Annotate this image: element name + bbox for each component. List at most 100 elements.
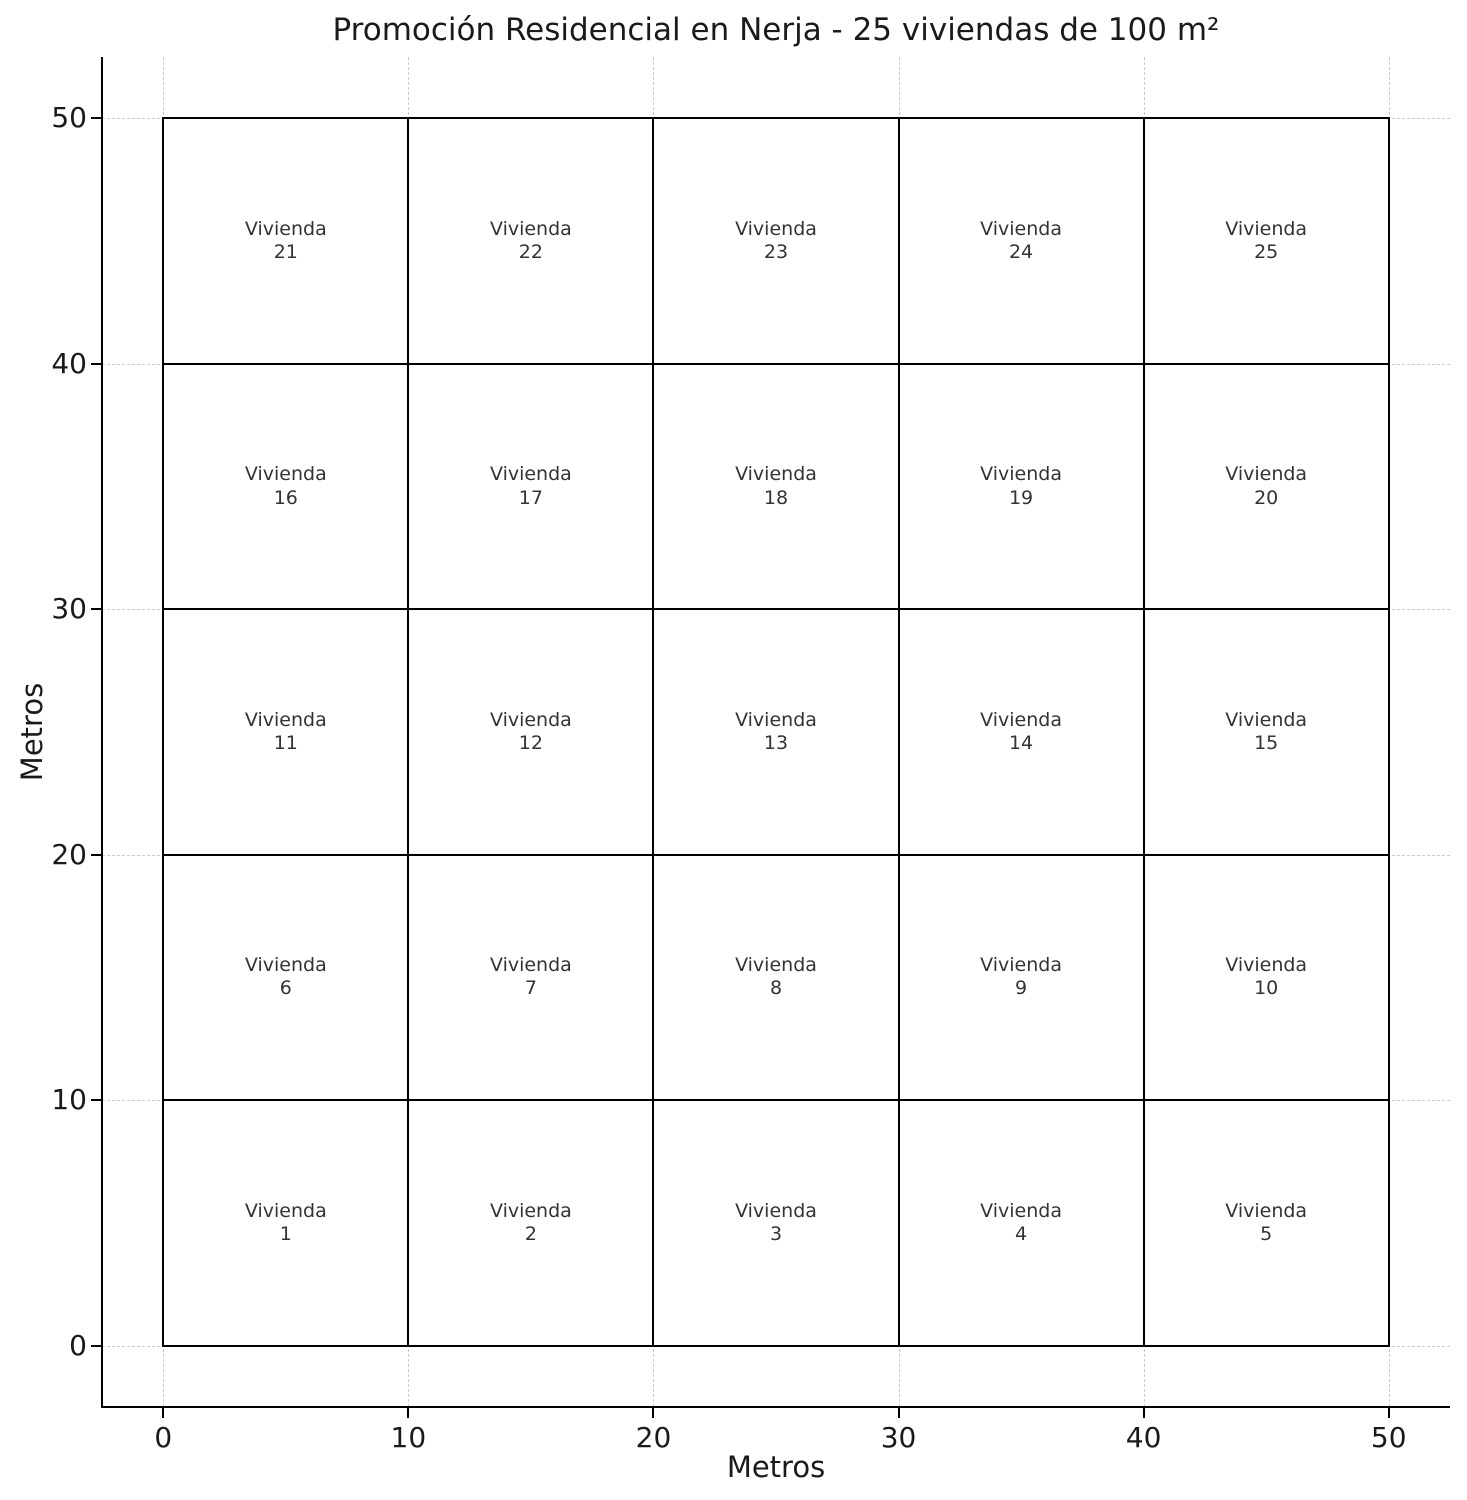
- vivienda-cell-number: 12: [518, 731, 543, 754]
- vivienda-cell-14: Vivienda 14: [897, 608, 1145, 856]
- y-tick-label: 10: [51, 1083, 87, 1117]
- vivienda-cell-label: Vivienda 20: [1225, 463, 1307, 509]
- vivienda-cell-label: Vivienda 6: [245, 954, 327, 1000]
- vivienda-cell-7: Vivienda 7: [407, 853, 655, 1102]
- vivienda-cell-name: Vivienda: [735, 463, 817, 486]
- vivienda-cell-name: Vivienda: [980, 1199, 1062, 1222]
- vivienda-cell-name: Vivienda: [244, 1199, 327, 1222]
- y-tick: [91, 1099, 101, 1102]
- vivienda-cell-number: 18: [763, 486, 789, 509]
- y-tick-label: 50: [51, 101, 87, 135]
- y-tick: [91, 117, 101, 120]
- vivienda-cell-label: Vivienda 25: [1225, 218, 1307, 264]
- vivienda-cell-label: Vivienda 15: [1225, 709, 1307, 755]
- y-axis-label: Metros: [15, 682, 49, 782]
- vivienda-cell-2: Vivienda 2: [407, 1099, 655, 1347]
- vivienda-cell-name: Vivienda: [489, 217, 572, 240]
- vivienda-cell-6: Vivienda 6: [162, 853, 410, 1102]
- vivienda-cell-label: Vivienda 1: [245, 1200, 327, 1246]
- x-tick: [897, 1408, 900, 1418]
- vivienda-cell-number: 5: [1260, 1222, 1273, 1245]
- vivienda-cell-name: Vivienda: [980, 463, 1062, 486]
- vivienda-cell-name: Vivienda: [735, 1199, 817, 1222]
- y-tick: [91, 608, 101, 611]
- vivienda-cell-name: Vivienda: [489, 954, 572, 977]
- vivienda-cell-number: 10: [1254, 977, 1279, 1000]
- y-tick-label: 40: [51, 346, 87, 380]
- x-tick: [407, 1408, 410, 1418]
- vivienda-cell-name: Vivienda: [1225, 217, 1308, 240]
- vivienda-cell-label: Vivienda 17: [490, 463, 572, 509]
- vivienda-cell-number: 23: [763, 241, 789, 264]
- vivienda-cell-12: Vivienda 12: [407, 608, 655, 856]
- vivienda-cell-label: Vivienda 22: [490, 218, 572, 264]
- vivienda-cell-label: Vivienda 14: [980, 709, 1062, 755]
- vivienda-cell-number: 19: [1008, 486, 1034, 509]
- vivienda-cell-label: Vivienda 13: [735, 709, 817, 755]
- x-tick-label: 20: [635, 1421, 672, 1454]
- vivienda-cell-label: Vivienda 10: [1225, 954, 1307, 1000]
- x-tick-label: 10: [390, 1421, 427, 1454]
- vivienda-cell-label: Vivienda 8: [735, 954, 817, 1000]
- vivienda-cell-label: Vivienda 18: [735, 463, 817, 509]
- vivienda-cell-3: Vivienda 3: [652, 1099, 900, 1347]
- y-tick: [91, 1344, 101, 1347]
- vivienda-cell-name: Vivienda: [1225, 708, 1308, 731]
- vivienda-cell-label: Vivienda 16: [245, 463, 327, 509]
- vivienda-cell-number: 16: [273, 486, 298, 509]
- vivienda-cell-name: Vivienda: [1225, 1199, 1308, 1222]
- vivienda-cell-name: Vivienda: [244, 954, 327, 977]
- vivienda-cell-1: Vivienda 1: [162, 1099, 410, 1347]
- vivienda-cell-label: Vivienda 12: [490, 709, 572, 755]
- vivienda-cell-16: Vivienda 16: [162, 362, 410, 611]
- y-tick: [91, 362, 101, 365]
- vivienda-cell-name: Vivienda: [980, 954, 1062, 977]
- x-tick: [1142, 1408, 1145, 1418]
- vivienda-cell-name: Vivienda: [735, 708, 817, 731]
- vivienda-cell-name: Vivienda: [1225, 463, 1308, 486]
- vivienda-cell-13: Vivienda 13: [652, 608, 900, 856]
- vivienda-cell-label: Vivienda 7: [490, 954, 572, 1000]
- vivienda-cell-23: Vivienda 23: [652, 117, 900, 365]
- vivienda-cell-name: Vivienda: [735, 217, 817, 240]
- vivienda-cell-name: Vivienda: [489, 708, 572, 731]
- vivienda-cell-name: Vivienda: [1225, 954, 1308, 977]
- vivienda-cell-18: Vivienda 18: [652, 362, 900, 611]
- vivienda-cell-label: Vivienda 9: [980, 954, 1062, 1000]
- vivienda-cell-label: Vivienda 3: [735, 1200, 817, 1246]
- vivienda-cell-label: Vivienda 24: [980, 218, 1062, 264]
- vivienda-cell-number: 11: [273, 731, 298, 754]
- vivienda-cell-number: 7: [524, 977, 537, 1000]
- vivienda-cell-number: 8: [769, 977, 783, 1000]
- x-tick: [162, 1408, 165, 1418]
- y-tick: [91, 853, 101, 856]
- x-tick-label: 50: [1370, 1421, 1407, 1454]
- vivienda-cell-number: 3: [769, 1222, 783, 1245]
- x-axis-spine: [101, 1406, 1450, 1408]
- vivienda-cell-25: Vivienda 25: [1142, 117, 1390, 365]
- vivienda-cell-name: Vivienda: [244, 708, 327, 731]
- vivienda-cell-4: Vivienda 4: [897, 1099, 1145, 1347]
- vivienda-cell-number: 14: [1008, 731, 1034, 754]
- vivienda-cell-number: 25: [1254, 241, 1279, 264]
- vivienda-cell-label: Vivienda 23: [735, 218, 817, 264]
- vivienda-cell-name: Vivienda: [489, 463, 572, 486]
- vivienda-cell-10: Vivienda 10: [1142, 853, 1390, 1102]
- x-tick-label: 40: [1125, 1421, 1162, 1454]
- y-axis-spine: [101, 57, 103, 1408]
- vivienda-cell-17: Vivienda 17: [407, 362, 655, 611]
- vivienda-cell-8: Vivienda 8: [652, 853, 900, 1102]
- vivienda-cell-label: Vivienda 4: [980, 1200, 1062, 1246]
- y-tick-label: 0: [69, 1328, 87, 1362]
- y-tick-label: 30: [51, 592, 87, 626]
- x-axis-label: Metros: [726, 1450, 826, 1484]
- vivienda-cell-number: 6: [279, 977, 292, 1000]
- vivienda-cell-number: 2: [524, 1222, 537, 1245]
- vivienda-cell-5: Vivienda 5: [1142, 1099, 1390, 1347]
- vivienda-cell-20: Vivienda 20: [1142, 362, 1390, 611]
- vivienda-cell-9: Vivienda 9: [897, 853, 1145, 1102]
- vivienda-cell-number: 20: [1254, 486, 1279, 509]
- vivienda-cell-number: 1: [279, 1222, 292, 1245]
- vivienda-cell-name: Vivienda: [244, 217, 327, 240]
